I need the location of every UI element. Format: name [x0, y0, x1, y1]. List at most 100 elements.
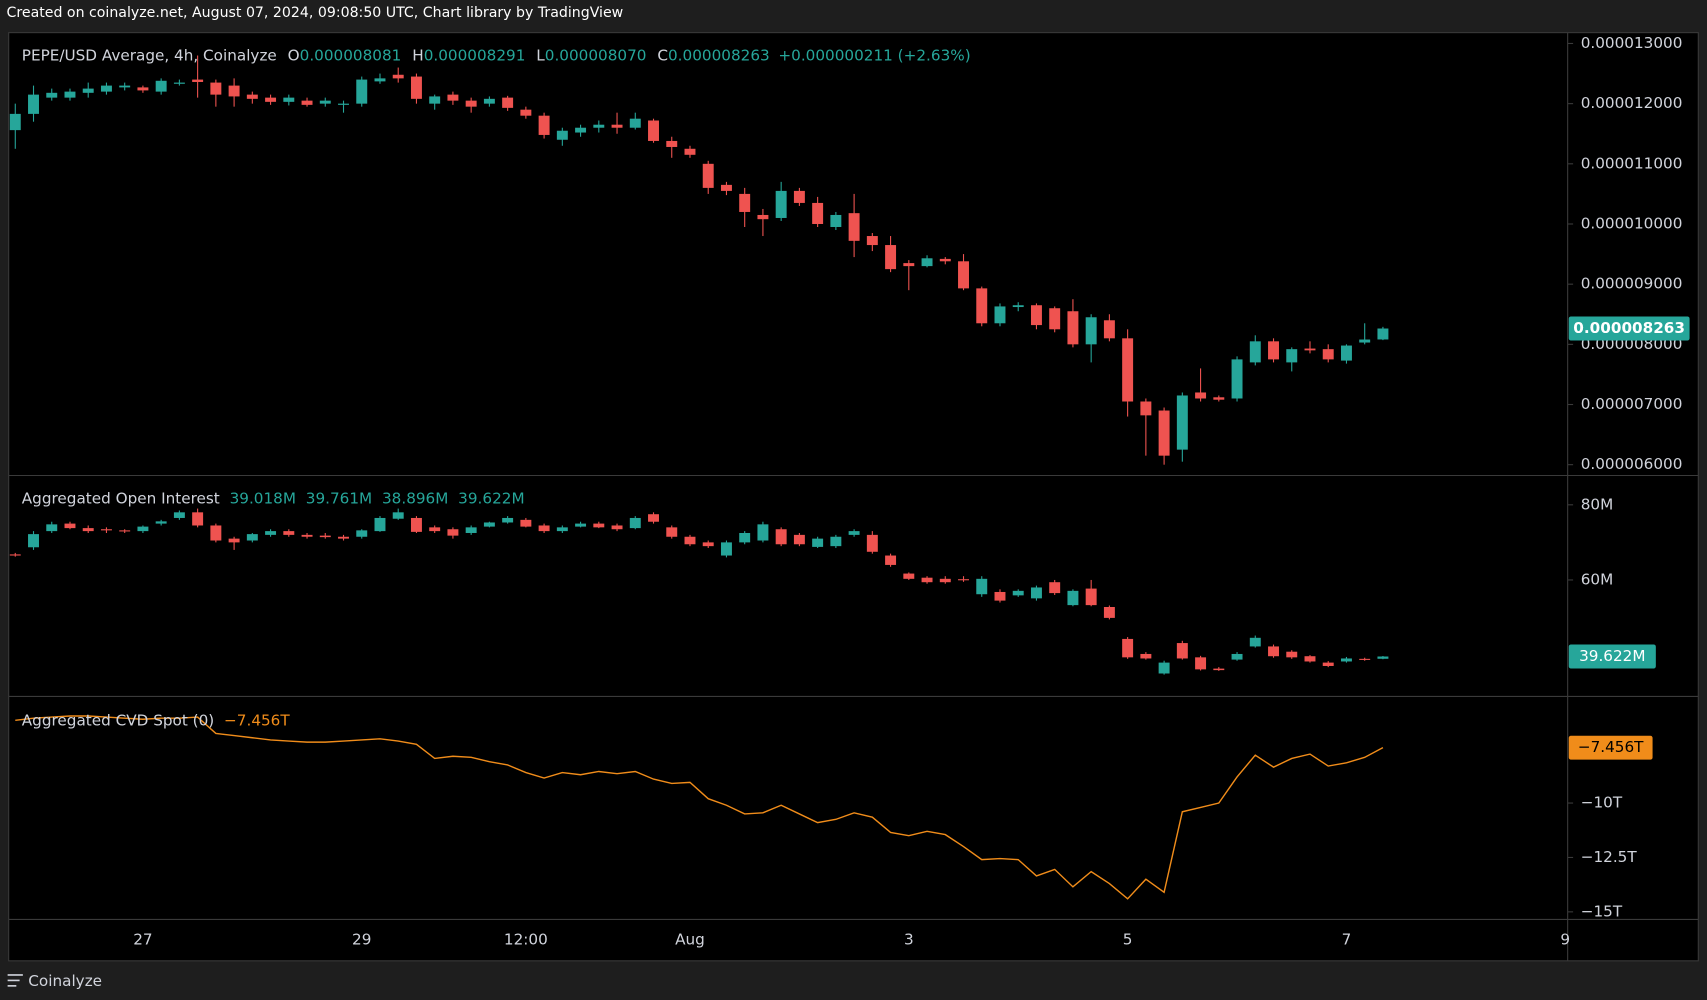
- candle-body: [994, 591, 1006, 601]
- candle-body: [684, 148, 696, 155]
- candle-body: [812, 538, 824, 547]
- candle-body: [958, 579, 969, 581]
- candle-body: [994, 306, 1006, 324]
- candle-body: [429, 96, 441, 104]
- candle-body: [1085, 317, 1097, 345]
- candle-body: [228, 538, 240, 543]
- candle-body: [538, 525, 550, 532]
- candle-body: [885, 555, 897, 565]
- legend-title: Aggregated Open Interest: [22, 489, 220, 507]
- legend-value: −7.456T: [224, 711, 290, 729]
- candle-body: [502, 517, 514, 523]
- candle-body: [793, 534, 805, 545]
- legend-value: 39.018M: [230, 489, 296, 507]
- candle-body: [1340, 658, 1352, 662]
- chart-area: [8, 32, 1699, 962]
- footer-brand: Coinalyze: [28, 972, 102, 990]
- candle-body: [866, 236, 878, 246]
- candle-body: [447, 529, 459, 536]
- candle-body: [739, 193, 751, 212]
- candle-body: [319, 100, 331, 104]
- candle-body: [903, 573, 915, 579]
- candle-body: [1012, 590, 1024, 596]
- candle-body: [1012, 305, 1024, 308]
- legend-value: 39.622M: [458, 489, 524, 507]
- candle-body: [775, 190, 787, 218]
- candle-body: [611, 525, 623, 530]
- legend-value: 39.761M: [306, 489, 372, 507]
- last-value-box: [1568, 644, 1656, 669]
- candle-body: [246, 534, 258, 541]
- candle-body: [210, 82, 222, 95]
- footer-icon: [7, 974, 23, 987]
- candle-body: [1377, 656, 1389, 659]
- x-tick-label: Aug: [675, 931, 705, 949]
- candle-body: [502, 97, 514, 108]
- candle-body: [301, 100, 313, 105]
- candle-body: [392, 512, 404, 519]
- last-value-label: 0.000008263: [1573, 319, 1685, 337]
- candle-body: [483, 98, 495, 104]
- legend-value: 0.000008291: [424, 46, 526, 64]
- candle-body: [137, 87, 149, 91]
- candle-body: [1322, 349, 1334, 360]
- legend-title: Aggregated CVD Spot (0): [22, 711, 214, 729]
- candle-body: [46, 92, 58, 98]
- candle-body: [1030, 305, 1042, 326]
- candle-body: [629, 118, 641, 128]
- candle-body: [702, 163, 714, 188]
- candle-body: [702, 542, 714, 547]
- candle-body: [319, 535, 331, 538]
- candle-body: [173, 82, 185, 84]
- candle-body: [1158, 410, 1170, 456]
- last-value-label: −7.456T: [1578, 738, 1644, 756]
- candle-body: [1195, 392, 1207, 399]
- candle-body: [301, 534, 313, 537]
- candle-body: [410, 76, 422, 99]
- candle-body: [119, 530, 131, 532]
- legend-change: +0.000000211 (+2.63%): [778, 46, 970, 64]
- candle-body: [9, 113, 21, 131]
- candle-body: [1231, 359, 1243, 399]
- y-tick-label: −12.5T: [1581, 848, 1638, 866]
- y-tick-label: 0.000006000: [1581, 455, 1683, 473]
- candle-body: [666, 527, 678, 537]
- candle-body: [720, 542, 732, 556]
- candle-body: [410, 517, 422, 532]
- candle-body: [684, 536, 696, 545]
- legend-value: 0.000008070: [545, 46, 647, 64]
- candle-body: [1103, 607, 1115, 618]
- candle-body: [374, 517, 386, 532]
- candle-body: [757, 524, 769, 541]
- legend-value: 0.000008263: [668, 46, 770, 64]
- pane-legend: Aggregated CVD Spot (0) −7.456T: [22, 711, 291, 729]
- candle-body: [556, 130, 568, 140]
- candle-body: [1268, 341, 1279, 360]
- candle-body: [793, 190, 805, 203]
- candle-body: [848, 531, 860, 535]
- candle-body: [830, 536, 842, 547]
- candle-body: [830, 214, 842, 228]
- candle-body: [28, 94, 39, 114]
- candle-body: [739, 532, 751, 543]
- legend-title: PEPE/USD Average, 4h, Coinalyze: [22, 46, 277, 64]
- candle-body: [775, 529, 787, 545]
- candle-body: [1213, 397, 1225, 400]
- candle-body: [356, 79, 368, 104]
- last-value-box: [1568, 316, 1690, 341]
- candle-body: [119, 85, 131, 88]
- candle-body: [246, 94, 258, 99]
- candle-body: [82, 528, 94, 532]
- candle-body: [137, 526, 149, 532]
- candle-body: [1340, 345, 1352, 361]
- candle-body: [1377, 328, 1389, 340]
- candle-body: [1122, 638, 1134, 658]
- candle-body: [228, 85, 240, 97]
- x-tick-label: 5: [1123, 931, 1133, 949]
- candle-body: [64, 523, 76, 529]
- candle-body: [1359, 658, 1371, 660]
- y-tick-label: 0.000007000: [1581, 395, 1683, 413]
- y-tick-label: −15T: [1581, 902, 1623, 920]
- candle-body: [374, 78, 386, 82]
- candle-body: [648, 120, 659, 141]
